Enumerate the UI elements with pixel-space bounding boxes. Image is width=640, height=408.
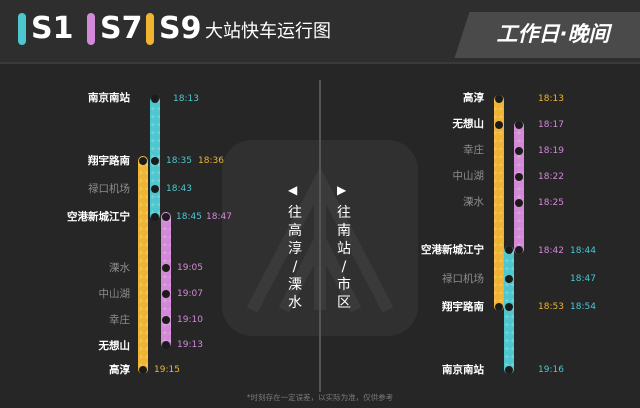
time-label: 18:17 bbox=[538, 120, 564, 130]
time-label: 19:05 bbox=[177, 263, 203, 273]
center-divider bbox=[319, 80, 321, 392]
right-station-nanjingnan: 南京南站 bbox=[442, 364, 484, 376]
page-title: 大站快车运行图 bbox=[205, 21, 331, 42]
header-divider bbox=[0, 62, 640, 64]
stop-dot bbox=[139, 157, 147, 165]
time-label: 19:15 bbox=[154, 365, 180, 375]
time-label: 18:43 bbox=[166, 184, 192, 194]
stop-dot bbox=[162, 316, 170, 324]
stop-dot bbox=[162, 264, 170, 272]
time-label: 18:44 bbox=[570, 246, 596, 256]
stop-dot bbox=[515, 121, 523, 129]
right-station-xiangyu: 翔宇路南 bbox=[442, 301, 484, 313]
right-station-wuxiangshan: 无想山 bbox=[452, 118, 485, 130]
stop-dot bbox=[151, 95, 159, 103]
stop-dot bbox=[515, 173, 523, 181]
right-station-konggang: 空港新城江宁 bbox=[421, 244, 484, 256]
stop-dot bbox=[151, 157, 159, 165]
disclaimer-note: *时刻存在一定误差，以实际为准，仅供参考 bbox=[246, 393, 394, 402]
stop-dot bbox=[515, 147, 523, 155]
right-station-xingzhuang: 幸庄 bbox=[463, 144, 484, 156]
right-station-gaochun: 高淳 bbox=[463, 92, 484, 104]
time-label: 18:19 bbox=[538, 146, 564, 156]
time-label: 19:10 bbox=[177, 315, 203, 325]
arrow-right-icon: ▶ bbox=[337, 183, 347, 197]
stop-dot bbox=[505, 246, 513, 254]
left-station-wuxiangshan: 无想山 bbox=[98, 340, 131, 352]
time-label: 18:47 bbox=[570, 274, 596, 284]
time-label: 18:25 bbox=[538, 198, 564, 208]
s1-color-pill bbox=[18, 13, 26, 45]
time-label: 18:54 bbox=[570, 302, 596, 312]
time-label: 18:22 bbox=[538, 172, 564, 182]
stop-dot bbox=[162, 213, 170, 221]
time-label: 19:16 bbox=[538, 365, 564, 375]
stop-dot bbox=[495, 95, 503, 103]
time-label: 18:35 bbox=[166, 156, 192, 166]
left-station-xiangyu: 翔宇路南 bbox=[88, 155, 130, 167]
left-station-nanjingnan: 南京南站 bbox=[88, 92, 130, 104]
time-label: 18:45 bbox=[176, 212, 202, 222]
line-code-s9: S9 bbox=[159, 11, 202, 46]
stop-dot bbox=[495, 303, 503, 311]
direction-label-outbound: 往高淳 / 溧水 bbox=[288, 205, 302, 311]
stop-dot bbox=[151, 213, 159, 221]
stop-dot bbox=[162, 290, 170, 298]
stop-dot bbox=[515, 199, 523, 207]
line-code-s1: S1 bbox=[31, 11, 74, 46]
s9-color-pill bbox=[146, 13, 154, 45]
left-station-zhongshanhu: 中山湖 bbox=[98, 288, 131, 300]
stop-dot bbox=[505, 275, 513, 283]
left-station-xingzhuang: 幸庄 bbox=[109, 314, 130, 326]
right-station-lishui: 溧水 bbox=[463, 196, 484, 208]
arrow-left-icon: ◀ bbox=[288, 183, 298, 197]
right-station-lukou: 禄口机场 bbox=[442, 273, 484, 285]
stop-dot bbox=[505, 366, 513, 374]
stop-dot bbox=[505, 303, 513, 311]
stop-dot bbox=[151, 185, 159, 193]
direction-label-inbound: 往南站 / 市区 bbox=[337, 205, 351, 311]
left-station-lukou: 禄口机场 bbox=[88, 183, 130, 195]
time-label: 18:47 bbox=[206, 212, 232, 222]
time-label: 19:13 bbox=[177, 340, 203, 350]
stop-dot bbox=[495, 121, 503, 129]
line-code-s7: S7 bbox=[100, 11, 143, 46]
time-label: 18:53 bbox=[538, 302, 564, 312]
s7-color-pill bbox=[87, 13, 95, 45]
stop-dot bbox=[515, 246, 523, 254]
left-station-gaochun: 高淳 bbox=[109, 364, 130, 376]
left-station-lishui: 溧水 bbox=[109, 262, 130, 274]
stop-dot bbox=[139, 366, 147, 374]
time-label: 18:42 bbox=[538, 246, 564, 256]
left-station-konggang: 空港新城江宁 bbox=[67, 211, 130, 223]
time-label: 18:13 bbox=[173, 94, 199, 104]
time-label: 18:13 bbox=[538, 94, 564, 104]
right-station-zhongshanhu: 中山湖 bbox=[452, 170, 485, 182]
schedule-badge-label: 工作日·晚间 bbox=[496, 22, 610, 46]
time-label: 19:07 bbox=[177, 289, 203, 299]
time-label: 18:36 bbox=[198, 156, 224, 166]
stop-dot bbox=[162, 341, 170, 349]
